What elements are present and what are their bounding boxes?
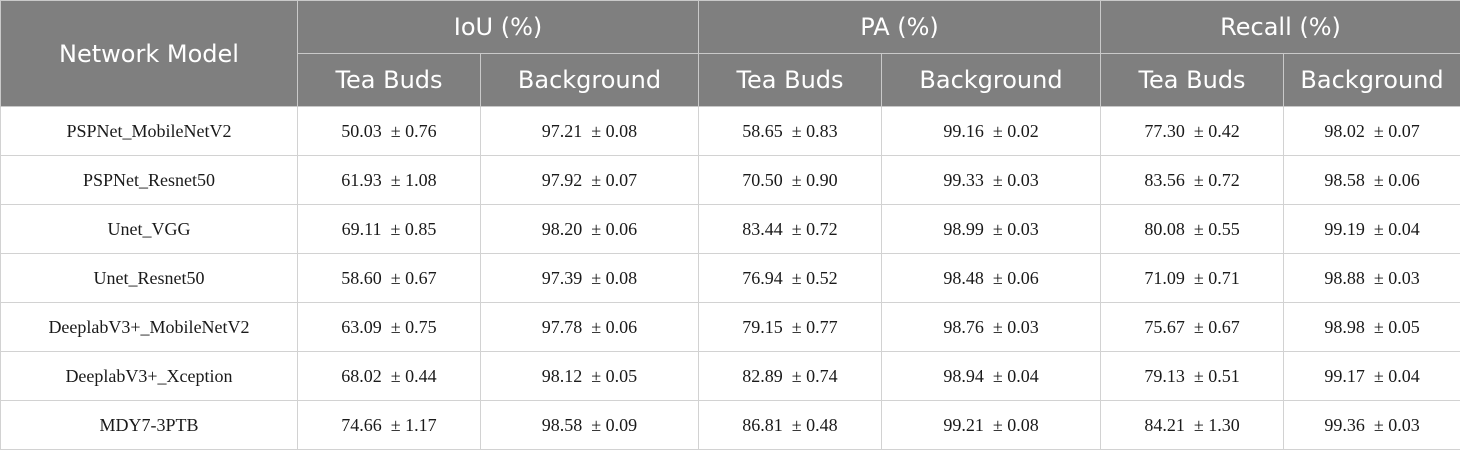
value-cell: 79.15 ± 0.77 — [699, 303, 882, 352]
value-cell: 80.08 ± 0.55 — [1101, 205, 1284, 254]
header-pa-background: Background — [882, 54, 1101, 107]
header-recall-tea-buds: Tea Buds — [1101, 54, 1284, 107]
header-iou-tea-buds: Tea Buds — [298, 54, 481, 107]
value-cell: 97.21 ± 0.08 — [481, 107, 699, 156]
model-name-cell: DeeplabV3+_Xception — [1, 352, 298, 401]
value-cell: 99.36 ± 0.03 — [1284, 401, 1460, 450]
value-cell: 75.67 ± 0.67 — [1101, 303, 1284, 352]
value-cell: 68.02 ± 0.44 — [298, 352, 481, 401]
value-cell: 70.50 ± 0.90 — [699, 156, 882, 205]
value-cell: 74.66 ± 1.17 — [298, 401, 481, 450]
table-row: MDY7-3PTB 74.66 ± 1.17 98.58 ± 0.09 86.8… — [1, 401, 1460, 450]
model-name-cell: MDY7-3PTB — [1, 401, 298, 450]
header-group-recall: Recall (%) — [1101, 1, 1460, 54]
value-cell: 98.48 ± 0.06 — [882, 254, 1101, 303]
value-cell: 98.99 ± 0.03 — [882, 205, 1101, 254]
value-cell: 69.11 ± 0.85 — [298, 205, 481, 254]
table-row: DeeplabV3+_Xception 68.02 ± 0.44 98.12 ±… — [1, 352, 1460, 401]
model-name-cell: Unet_VGG — [1, 205, 298, 254]
header-iou-background: Background — [481, 54, 699, 107]
value-cell: 98.12 ± 0.05 — [481, 352, 699, 401]
value-cell: 99.21 ± 0.08 — [882, 401, 1101, 450]
value-cell: 98.20 ± 0.06 — [481, 205, 699, 254]
value-cell: 76.94 ± 0.52 — [699, 254, 882, 303]
value-cell: 98.88 ± 0.03 — [1284, 254, 1460, 303]
table-row: PSPNet_Resnet50 61.93 ± 1.08 97.92 ± 0.0… — [1, 156, 1460, 205]
value-cell: 77.30 ± 0.42 — [1101, 107, 1284, 156]
model-name-cell: PSPNet_MobileNetV2 — [1, 107, 298, 156]
value-cell: 83.56 ± 0.72 — [1101, 156, 1284, 205]
value-cell: 63.09 ± 0.75 — [298, 303, 481, 352]
value-cell: 99.19 ± 0.04 — [1284, 205, 1460, 254]
model-name-cell: Unet_Resnet50 — [1, 254, 298, 303]
model-name-cell: DeeplabV3+_MobileNetV2 — [1, 303, 298, 352]
value-cell: 99.33 ± 0.03 — [882, 156, 1101, 205]
value-cell: 58.65 ± 0.83 — [699, 107, 882, 156]
value-cell: 98.58 ± 0.09 — [481, 401, 699, 450]
value-cell: 98.94 ± 0.04 — [882, 352, 1101, 401]
value-cell: 98.76 ± 0.03 — [882, 303, 1101, 352]
model-name-cell: PSPNet_Resnet50 — [1, 156, 298, 205]
value-cell: 61.93 ± 1.08 — [298, 156, 481, 205]
value-cell: 82.89 ± 0.74 — [699, 352, 882, 401]
table-row: DeeplabV3+_MobileNetV2 63.09 ± 0.75 97.7… — [1, 303, 1460, 352]
value-cell: 99.16 ± 0.02 — [882, 107, 1101, 156]
value-cell: 83.44 ± 0.72 — [699, 205, 882, 254]
value-cell: 50.03 ± 0.76 — [298, 107, 481, 156]
header-pa-tea-buds: Tea Buds — [699, 54, 882, 107]
value-cell: 97.39 ± 0.08 — [481, 254, 699, 303]
value-cell: 98.98 ± 0.05 — [1284, 303, 1460, 352]
value-cell: 97.78 ± 0.06 — [481, 303, 699, 352]
value-cell: 84.21 ± 1.30 — [1101, 401, 1284, 450]
value-cell: 97.92 ± 0.07 — [481, 156, 699, 205]
value-cell: 86.81 ± 0.48 — [699, 401, 882, 450]
header-row-groups: Network Model IoU (%) PA (%) Recall (%) — [1, 1, 1460, 54]
header-network-model: Network Model — [1, 1, 298, 107]
value-cell: 71.09 ± 0.71 — [1101, 254, 1284, 303]
header-group-iou: IoU (%) — [298, 1, 699, 54]
value-cell: 58.60 ± 0.67 — [298, 254, 481, 303]
header-group-pa: PA (%) — [699, 1, 1101, 54]
header-recall-background: Background — [1284, 54, 1460, 107]
value-cell: 99.17 ± 0.04 — [1284, 352, 1460, 401]
table-row: Unet_VGG 69.11 ± 0.85 98.20 ± 0.06 83.44… — [1, 205, 1460, 254]
table-row: PSPNet_MobileNetV2 50.03 ± 0.76 97.21 ± … — [1, 107, 1460, 156]
table-row: Unet_Resnet50 58.60 ± 0.67 97.39 ± 0.08 … — [1, 254, 1460, 303]
value-cell: 79.13 ± 0.51 — [1101, 352, 1284, 401]
value-cell: 98.02 ± 0.07 — [1284, 107, 1460, 156]
value-cell: 98.58 ± 0.06 — [1284, 156, 1460, 205]
